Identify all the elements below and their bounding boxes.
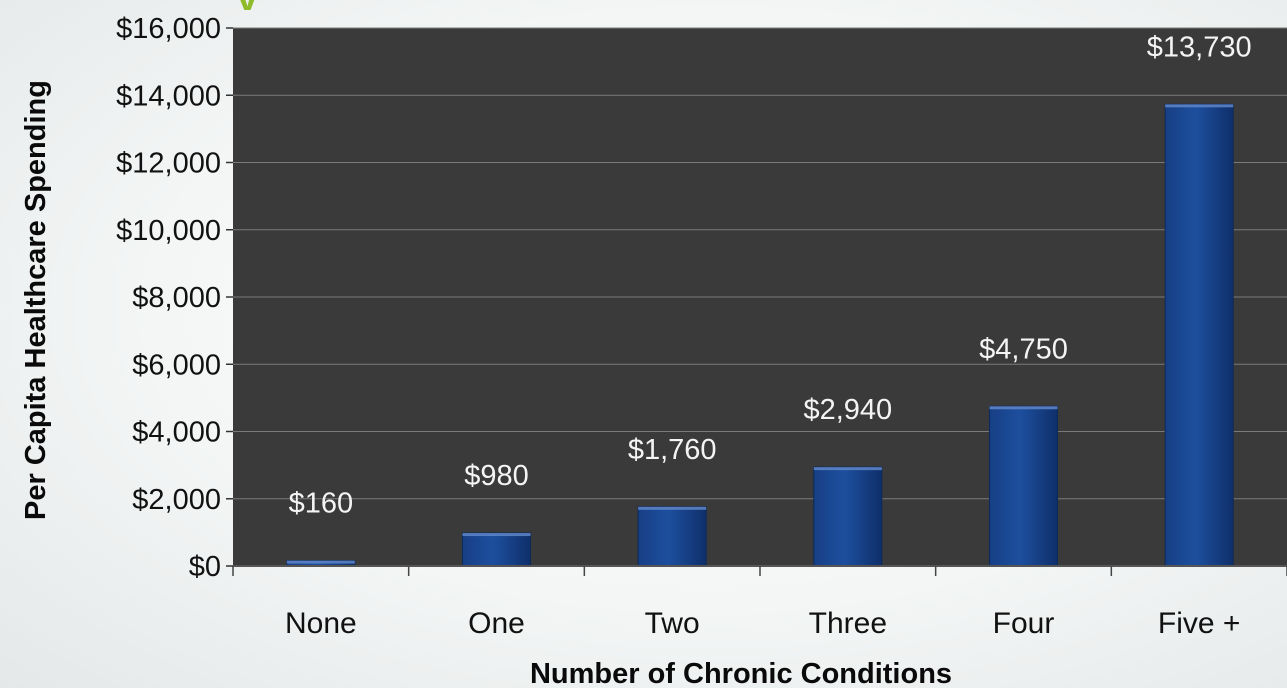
data-label: $980	[464, 460, 529, 492]
y-tick-labels: $0 $2,000 $4,000 $6,000 $8,000 $10,000 $12,000…	[116, 13, 233, 583]
gridlines	[233, 27, 1287, 500]
bar-highlight	[989, 406, 1058, 410]
x-tick-label: Four	[993, 607, 1055, 640]
y-tick-label: $14,000	[116, 80, 221, 112]
x-tick-label: None	[285, 607, 357, 640]
data-labels: $160 $980 $1,760 $2,940 $4,750 $13,730	[289, 31, 1252, 519]
x-tick-label: Three	[809, 607, 887, 640]
data-label: $2,940	[803, 394, 892, 426]
y-tick-label: $4,000	[132, 417, 221, 449]
bar-highlight	[813, 467, 882, 471]
data-label: $160	[289, 488, 354, 520]
y-tick-label: $8,000	[132, 282, 221, 314]
bar	[813, 466, 883, 567]
y-tick-label: $2,000	[132, 484, 221, 516]
bar	[1164, 103, 1234, 567]
data-label: $4,750	[979, 333, 1068, 365]
bar-highlight	[1165, 104, 1234, 108]
bar-highlight	[286, 560, 355, 564]
y-axis-title: Per Capita Healthcare Spending	[20, 80, 52, 520]
bar-highlight	[638, 506, 707, 510]
y-tick-label: $0	[189, 551, 221, 583]
x-axis-title: Number of Chronic Conditions	[530, 658, 952, 688]
title-fragment: y	[236, 0, 276, 10]
bars	[286, 103, 1234, 567]
data-label: $13,730	[1147, 31, 1252, 63]
x-tick-label: Five +	[1158, 607, 1241, 640]
y-tick-label: $10,000	[116, 215, 221, 247]
bar-highlight	[462, 533, 531, 537]
bar	[462, 532, 531, 567]
y-tick-label: $6,000	[132, 349, 221, 381]
x-tick-label: One	[468, 607, 525, 640]
x-tick-labels: None One Two Three Four Five +	[285, 607, 1240, 640]
data-label: $1,760	[628, 434, 717, 466]
x-tick-label: Two	[645, 607, 700, 640]
y-tick-label: $12,000	[116, 148, 221, 180]
bar	[637, 506, 707, 567]
bar	[989, 405, 1058, 567]
y-tick-label: $16,000	[116, 13, 221, 45]
x-axis	[232, 565, 1287, 576]
